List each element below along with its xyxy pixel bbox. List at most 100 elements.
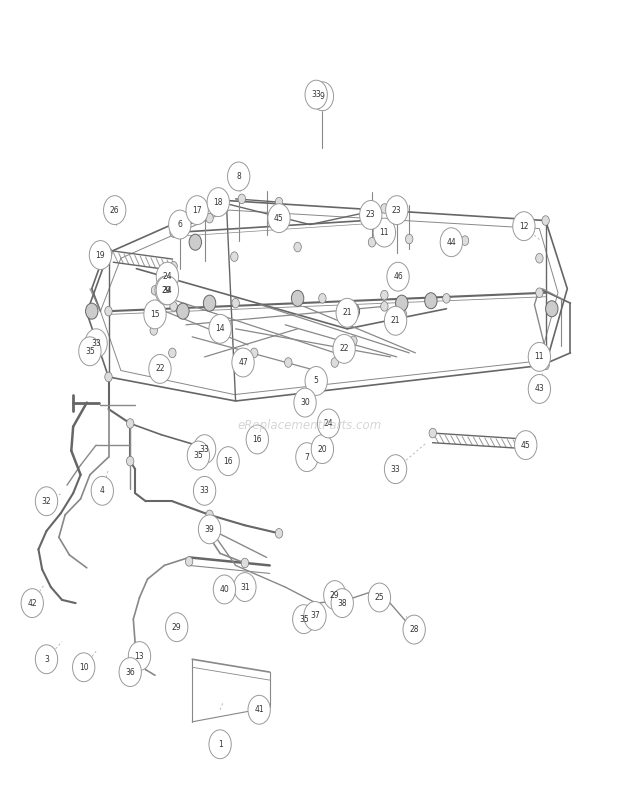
Text: 12: 12 (519, 221, 529, 231)
Text: eReplacementParts.com: eReplacementParts.com (238, 419, 382, 431)
Circle shape (186, 196, 208, 225)
Circle shape (21, 589, 43, 618)
Circle shape (149, 354, 171, 383)
Circle shape (542, 216, 549, 225)
Text: 40: 40 (219, 585, 229, 594)
Text: 47: 47 (238, 358, 248, 367)
Circle shape (170, 261, 177, 271)
Text: 30: 30 (300, 398, 310, 407)
Text: 24: 24 (162, 272, 172, 282)
Text: 31: 31 (240, 582, 250, 592)
Circle shape (105, 372, 112, 382)
Circle shape (386, 196, 408, 225)
Circle shape (35, 487, 58, 516)
Circle shape (336, 298, 358, 327)
Circle shape (86, 303, 98, 319)
Circle shape (528, 342, 551, 371)
Circle shape (170, 228, 177, 237)
Text: 4: 4 (100, 486, 105, 496)
Text: 39: 39 (205, 525, 215, 534)
Circle shape (169, 348, 176, 358)
Circle shape (368, 237, 376, 247)
Circle shape (207, 188, 229, 217)
Circle shape (170, 302, 177, 311)
Circle shape (528, 435, 536, 444)
Circle shape (193, 435, 216, 464)
Circle shape (305, 80, 327, 109)
Circle shape (217, 447, 239, 476)
Text: 45: 45 (521, 440, 531, 450)
Text: 32: 32 (42, 496, 51, 506)
Circle shape (319, 294, 326, 303)
Circle shape (213, 575, 236, 604)
Circle shape (368, 583, 391, 612)
Text: 21: 21 (391, 316, 401, 326)
Text: 36: 36 (125, 667, 135, 677)
Text: 16: 16 (223, 456, 233, 466)
Circle shape (209, 314, 231, 343)
Circle shape (542, 360, 549, 370)
Text: 44: 44 (446, 237, 456, 247)
Text: 14: 14 (215, 324, 225, 334)
Circle shape (203, 295, 216, 311)
Circle shape (304, 602, 326, 630)
Circle shape (305, 367, 327, 395)
Text: 35: 35 (299, 614, 309, 624)
Circle shape (198, 515, 221, 544)
Circle shape (268, 204, 290, 233)
Circle shape (179, 221, 187, 231)
Circle shape (119, 658, 141, 687)
Text: 34: 34 (162, 286, 172, 295)
Circle shape (317, 409, 340, 438)
Circle shape (193, 476, 216, 505)
Circle shape (528, 375, 551, 403)
Circle shape (311, 82, 334, 111)
Text: 25: 25 (374, 593, 384, 602)
Circle shape (324, 581, 346, 610)
Circle shape (384, 306, 407, 335)
Circle shape (231, 252, 238, 261)
Circle shape (238, 194, 246, 204)
Circle shape (169, 210, 191, 239)
Circle shape (89, 241, 112, 269)
Text: 18: 18 (213, 197, 223, 207)
Text: 24: 24 (324, 419, 334, 428)
Circle shape (105, 248, 112, 257)
Circle shape (150, 326, 157, 335)
Text: 17: 17 (192, 205, 202, 215)
Circle shape (311, 435, 334, 464)
Text: 5: 5 (314, 376, 319, 386)
Circle shape (151, 286, 159, 295)
Circle shape (156, 276, 179, 305)
Circle shape (425, 293, 437, 309)
Text: 26: 26 (110, 205, 120, 215)
Circle shape (429, 428, 436, 438)
Circle shape (128, 642, 151, 670)
Text: 22: 22 (155, 364, 165, 374)
Text: 9: 9 (320, 91, 325, 101)
Text: 11: 11 (534, 352, 544, 362)
Text: 11: 11 (379, 228, 389, 237)
Circle shape (536, 288, 543, 298)
Text: 33: 33 (391, 464, 401, 474)
Circle shape (126, 456, 134, 466)
Circle shape (105, 306, 112, 316)
Text: 23: 23 (366, 210, 376, 220)
Circle shape (396, 295, 408, 311)
Circle shape (187, 441, 210, 470)
Circle shape (155, 276, 177, 305)
Circle shape (234, 573, 256, 602)
Text: 29: 29 (330, 590, 340, 600)
Text: 16: 16 (252, 435, 262, 444)
Text: 28: 28 (409, 625, 419, 634)
Text: 33: 33 (200, 486, 210, 496)
Circle shape (185, 557, 193, 566)
Circle shape (189, 234, 202, 250)
Circle shape (166, 613, 188, 642)
Circle shape (384, 455, 407, 484)
Circle shape (250, 348, 258, 358)
Circle shape (275, 197, 283, 207)
Circle shape (85, 329, 107, 358)
Text: 21: 21 (342, 308, 352, 318)
Circle shape (275, 529, 283, 538)
